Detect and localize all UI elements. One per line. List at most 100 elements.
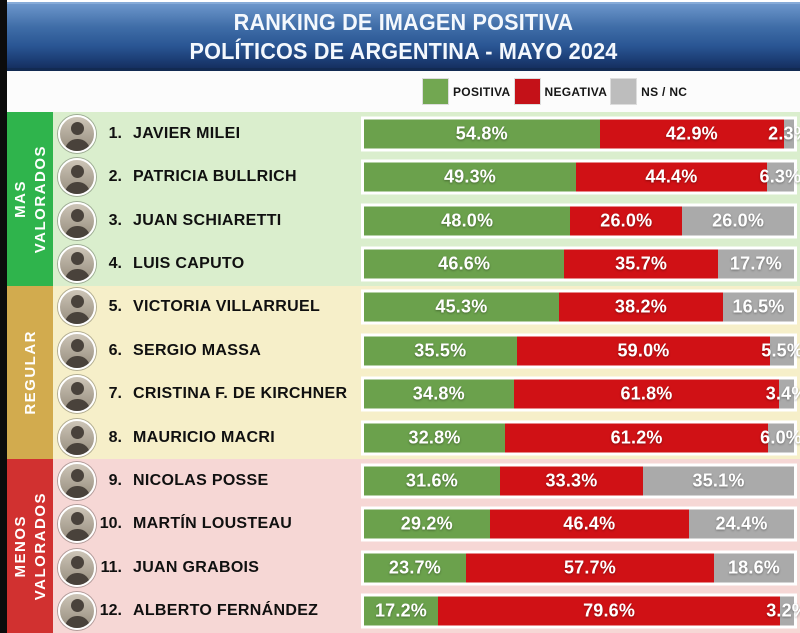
bar-value-label: 57.7% bbox=[563, 557, 616, 578]
politician-name: SERGIO MASSA bbox=[133, 341, 262, 359]
rank-label: 11. bbox=[100, 558, 122, 576]
table-row: 7. CRISTINA F. DE KIRCHNER 34.8% 61.8% 3.4% bbox=[53, 373, 800, 416]
bar-value-label: 6.0% bbox=[760, 427, 800, 448]
bar-segment-positiva: 54.8% bbox=[364, 119, 600, 149]
bar-value-label: 31.6% bbox=[405, 470, 458, 491]
bar-value-label: 18.6% bbox=[727, 557, 781, 578]
avatar bbox=[58, 201, 96, 240]
bar-segment-positiva: 48.0% bbox=[364, 206, 571, 236]
bar-value-label: 45.3% bbox=[435, 296, 488, 317]
bar-value-label: 38.2% bbox=[614, 296, 667, 317]
stacked-bar: 23.7% 57.7% 18.6% bbox=[361, 550, 797, 586]
stacked-bar: 49.3% 44.4% 6.3% bbox=[361, 159, 800, 195]
bar-segment-negativa: 33.3% bbox=[499, 466, 644, 496]
bar-segment-positiva: 35.5% bbox=[364, 336, 517, 366]
bar-value-label: 35.7% bbox=[615, 253, 668, 274]
avatar bbox=[58, 462, 96, 501]
rank-label: 8. bbox=[108, 428, 122, 446]
section-band-word: VALORADOS bbox=[31, 492, 49, 601]
bar-value-label: 23.7% bbox=[388, 557, 441, 578]
bar-segment-positiva: 31.6% bbox=[364, 466, 500, 496]
bar-value-label: 6.3% bbox=[759, 166, 800, 187]
avatar bbox=[58, 375, 96, 414]
stacked-bar: 34.8% 61.8% 3.4% bbox=[361, 376, 800, 412]
table-row: 8. MAURICIO MACRI 32.8% 61.2% 6.0% bbox=[53, 416, 800, 459]
bar-value-label: 26.0% bbox=[600, 210, 653, 231]
politician-name: VICTORIA VILLARRUEL bbox=[133, 298, 321, 316]
bar-segment-positiva: 29.2% bbox=[364, 509, 490, 539]
bar-segment-ns-nc: 18.6% bbox=[714, 553, 794, 583]
bar-segment-negativa: 38.2% bbox=[558, 292, 724, 322]
bar-segment-ns-nc: 2.3% bbox=[768, 119, 800, 149]
table-row: 12. ALBERTO FERNÁNDEZ 17.2% 79.6% 3.2% bbox=[53, 590, 800, 633]
table-row: 5. VICTORIA VILLARRUEL 45.3% 38.2% 16.5% bbox=[53, 286, 800, 329]
section-band-word: MENOS bbox=[11, 514, 29, 578]
bar-value-label: 54.8% bbox=[455, 123, 508, 144]
avatar bbox=[58, 592, 96, 631]
legend-label-ns-nc: NS / NC bbox=[641, 84, 688, 99]
bar-segment-ns-nc: 24.4% bbox=[689, 509, 794, 539]
rank-label: 9. bbox=[108, 472, 122, 490]
bar-segment-ns-nc: 3.4% bbox=[766, 379, 800, 409]
bar-segment-negativa: 57.7% bbox=[465, 553, 715, 583]
bar-value-label: 5.5% bbox=[761, 340, 800, 361]
legend-label-positiva: POSITIVA bbox=[453, 84, 511, 99]
bar-value-label: 59.0% bbox=[617, 340, 670, 361]
avatar bbox=[58, 418, 96, 457]
bar-value-label: 61.8% bbox=[620, 383, 673, 404]
bar-segment-ns-nc: 6.3% bbox=[760, 162, 800, 192]
bar-value-label: 35.1% bbox=[692, 470, 745, 491]
avatar bbox=[58, 288, 96, 327]
avatar bbox=[58, 505, 96, 544]
politician-name: JAVIER MILEI bbox=[133, 124, 241, 142]
section-rows: 5. VICTORIA VILLARRUEL 45.3% 38.2% 16.5% 6. SE… bbox=[53, 286, 800, 460]
table-row: 1. JAVIER MILEI 54.8% 42.9% 2.3% bbox=[53, 112, 800, 155]
politician-name: MARTÍN LOUSTEAU bbox=[133, 515, 293, 533]
bar-segment-ns-nc: 3.2% bbox=[766, 596, 800, 626]
rank-label: 5. bbox=[108, 298, 122, 316]
table-row: 4. LUIS CAPUTO 46.6% 35.7% 17.7% bbox=[53, 242, 800, 285]
politician-name: CRISTINA F. DE KIRCHNER bbox=[133, 385, 348, 403]
politician-name: MAURICIO MACRI bbox=[133, 428, 275, 446]
politician-name: PATRICIA BULLRICH bbox=[133, 168, 297, 186]
legend-item-positiva: POSITIVA bbox=[423, 79, 511, 104]
bar-value-label: 17.2% bbox=[374, 600, 427, 621]
stacked-bar: 17.2% 79.6% 3.2% bbox=[361, 593, 800, 629]
table-row: 9. NICOLAS POSSE 31.6% 33.3% 35.1% bbox=[53, 459, 800, 502]
bar-value-label: 29.2% bbox=[400, 513, 453, 534]
politician-name: ALBERTO FERNÁNDEZ bbox=[133, 602, 319, 620]
legend-swatch-positiva-icon bbox=[423, 79, 448, 104]
stacked-bar: 46.6% 35.7% 17.7% bbox=[361, 246, 797, 282]
left-edge-strip bbox=[0, 0, 7, 633]
bar-segment-negativa: 44.4% bbox=[575, 162, 767, 192]
rank-label: 12. bbox=[99, 602, 122, 620]
bar-segment-ns-nc: 16.5% bbox=[723, 292, 794, 322]
politician-name: JUAN SCHIARETTI bbox=[133, 211, 282, 229]
section-band-word: VALORADOS bbox=[31, 144, 49, 253]
bar-value-label: 17.7% bbox=[729, 253, 782, 274]
politician-name: JUAN GRABOIS bbox=[133, 558, 260, 576]
bar-value-label: 34.8% bbox=[412, 383, 465, 404]
bar-value-label: 33.3% bbox=[545, 470, 598, 491]
rank-label: 1. bbox=[108, 124, 122, 142]
bar-value-label: 46.6% bbox=[438, 253, 491, 274]
page-title: RANKING DE IMAGEN POSITIVA bbox=[233, 9, 574, 35]
bar-value-label: 42.9% bbox=[665, 123, 718, 144]
legend: POSITIVA NEGATIVA NS / NC bbox=[7, 71, 800, 112]
bar-segment-negativa: 46.4% bbox=[489, 509, 690, 539]
legend-item-ns-nc: NS / NC bbox=[611, 79, 687, 104]
bar-segment-ns-nc: 6.0% bbox=[760, 423, 800, 453]
section-band-word: REGULAR bbox=[21, 330, 39, 415]
bar-segment-negativa: 42.9% bbox=[599, 119, 785, 149]
stacked-bar: 45.3% 38.2% 16.5% bbox=[361, 289, 797, 325]
bar-segment-positiva: 49.3% bbox=[364, 162, 576, 192]
section-band-regular: REGULAR bbox=[7, 285, 53, 460]
bar-segment-negativa: 35.7% bbox=[564, 249, 718, 279]
rank-label: 7. bbox=[108, 385, 122, 403]
avatar bbox=[58, 244, 96, 283]
stacked-bar: 31.6% 33.3% 35.1% bbox=[361, 463, 797, 499]
table-row: 3. JUAN SCHIARETTI 48.0% 26.0% 26.0% bbox=[53, 199, 800, 242]
